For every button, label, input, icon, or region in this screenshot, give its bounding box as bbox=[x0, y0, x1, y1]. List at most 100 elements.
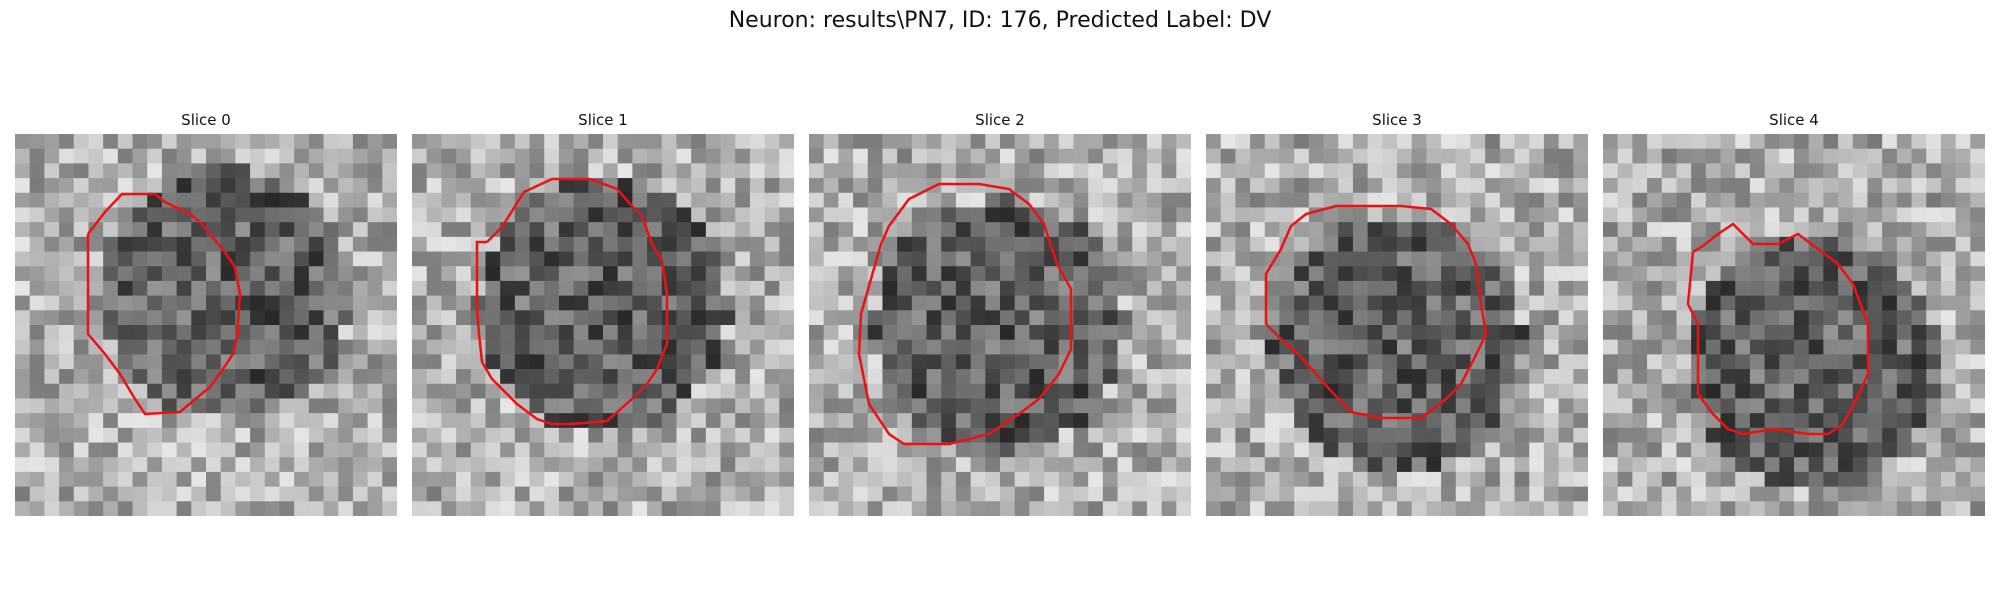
image-pixel bbox=[603, 207, 619, 223]
image-pixel bbox=[779, 501, 794, 516]
image-pixel bbox=[749, 427, 766, 444]
image-pixel bbox=[1367, 310, 1383, 326]
image-pixel bbox=[44, 501, 60, 516]
image-pixel bbox=[779, 398, 794, 414]
image-pixel bbox=[1308, 442, 1325, 458]
image-pixel bbox=[1220, 427, 1236, 444]
image-pixel bbox=[1955, 398, 1971, 414]
image-pixel bbox=[1132, 369, 1148, 385]
image-pixel bbox=[1911, 163, 1927, 179]
image-pixel bbox=[1338, 266, 1354, 282]
image-pixel bbox=[970, 383, 986, 400]
image-pixel bbox=[1014, 339, 1030, 355]
image-pixel bbox=[970, 339, 986, 355]
image-pixel bbox=[1573, 471, 1588, 488]
image-pixel bbox=[985, 501, 1001, 516]
image-pixel bbox=[720, 398, 736, 414]
image-pixel bbox=[1573, 251, 1588, 267]
slice-panel: Slice 1 bbox=[412, 110, 794, 516]
image-pixel bbox=[882, 310, 898, 326]
image-pixel bbox=[1441, 325, 1457, 341]
image-pixel bbox=[1558, 442, 1574, 458]
image-pixel bbox=[985, 413, 1001, 429]
image-pixel bbox=[103, 442, 119, 458]
image-pixel bbox=[941, 398, 957, 414]
image-pixel bbox=[1338, 251, 1354, 267]
image-pixel bbox=[809, 486, 825, 502]
image-pixel bbox=[661, 163, 678, 179]
image-pixel bbox=[456, 369, 472, 385]
image-pixel bbox=[1764, 354, 1780, 370]
image-pixel bbox=[1088, 427, 1104, 444]
image-pixel bbox=[573, 295, 589, 311]
image-pixel bbox=[220, 192, 236, 209]
image-pixel bbox=[1220, 383, 1236, 400]
image-pixel bbox=[294, 427, 310, 444]
image-pixel bbox=[661, 192, 678, 209]
image-pixel bbox=[1411, 339, 1427, 355]
image-pixel bbox=[235, 178, 251, 194]
image-pixel bbox=[1970, 178, 1985, 194]
image-pixel bbox=[1940, 383, 1957, 400]
image-pixel bbox=[735, 442, 751, 458]
image-pixel bbox=[382, 427, 397, 444]
image-pixel bbox=[485, 134, 501, 150]
image-pixel bbox=[294, 354, 310, 370]
image-pixel bbox=[1691, 222, 1707, 238]
image-pixel bbox=[352, 222, 369, 238]
image-pixel bbox=[1911, 442, 1927, 458]
image-pixel bbox=[1367, 427, 1383, 444]
image-pixel bbox=[500, 178, 516, 194]
image-pixel bbox=[1720, 280, 1736, 297]
image-pixel bbox=[735, 222, 751, 238]
image-pixel bbox=[558, 383, 575, 400]
image-pixel bbox=[809, 442, 825, 458]
image-pixel bbox=[1823, 339, 1839, 355]
image-pixel bbox=[250, 178, 266, 194]
image-pixel bbox=[897, 442, 913, 458]
image-pixel bbox=[1955, 486, 1971, 502]
image-pixel bbox=[352, 398, 369, 414]
image-pixel bbox=[235, 251, 251, 267]
image-pixel bbox=[617, 266, 633, 282]
image-pixel bbox=[15, 457, 31, 473]
image-pixel bbox=[1691, 192, 1707, 209]
image-pixel bbox=[720, 207, 736, 223]
image-pixel bbox=[867, 354, 884, 370]
image-pixel bbox=[1176, 295, 1191, 311]
image-pixel bbox=[1558, 471, 1574, 488]
image-pixel bbox=[588, 457, 604, 473]
image-pixel bbox=[1896, 207, 1913, 223]
image-pixel bbox=[235, 427, 251, 444]
image-pixel bbox=[279, 398, 295, 414]
image-pixel bbox=[1764, 251, 1780, 267]
image-pixel bbox=[1749, 310, 1766, 326]
image-pixel bbox=[1308, 178, 1325, 194]
image-pixel bbox=[1485, 442, 1501, 458]
image-pixel bbox=[29, 134, 45, 150]
image-pixel bbox=[1264, 442, 1281, 458]
image-pixel bbox=[1058, 369, 1075, 385]
image-pixel bbox=[1206, 442, 1222, 458]
image-pixel bbox=[412, 413, 428, 429]
image-pixel bbox=[44, 192, 60, 209]
image-pixel bbox=[132, 236, 148, 253]
image-pixel bbox=[764, 325, 780, 341]
image-pixel bbox=[352, 325, 369, 341]
image-pixel bbox=[1206, 398, 1222, 414]
slice-title: Slice 1 bbox=[578, 111, 628, 129]
image-pixel bbox=[1338, 383, 1354, 400]
image-pixel bbox=[1264, 457, 1281, 473]
image-pixel bbox=[1323, 148, 1339, 164]
image-pixel bbox=[1029, 339, 1045, 355]
image-pixel bbox=[294, 295, 310, 311]
image-pixel bbox=[1720, 163, 1736, 179]
image-pixel bbox=[250, 486, 266, 502]
image-pixel bbox=[88, 398, 104, 414]
image-pixel bbox=[382, 236, 397, 253]
image-pixel bbox=[456, 398, 472, 414]
image-pixel bbox=[1206, 501, 1222, 516]
image-pixel bbox=[338, 251, 354, 267]
image-pixel bbox=[1838, 251, 1854, 267]
image-pixel bbox=[1117, 251, 1133, 267]
